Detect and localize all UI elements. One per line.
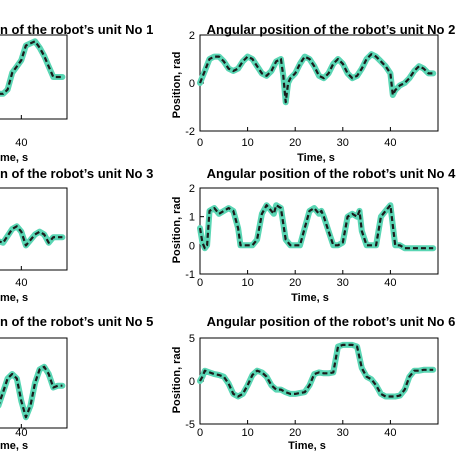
chart-title: Angular position of the robot’s unit No …	[207, 22, 456, 37]
x-tick-label: 0	[197, 277, 203, 289]
y-tick-label: -5	[185, 419, 195, 431]
plot-area	[0, 187, 68, 271]
x-tick-label: 10	[241, 427, 253, 439]
y-tick-label: 1	[189, 212, 195, 224]
x-tick-label: 40	[15, 427, 27, 439]
chart-panel-3: 3040n of the robot’s unit No 3me, s	[0, 166, 153, 304]
series-line-dash	[0, 225, 63, 247]
chart-title: Angular position of the robot’s unit No …	[207, 166, 456, 181]
x-tick-label: 20	[289, 277, 301, 289]
chart-panel-5: 3040n of the robot’s unit No 5me, s	[0, 314, 153, 452]
plot-area	[0, 337, 68, 429]
y-axis-label: Position, rad	[171, 52, 183, 119]
x-tick-label: 30	[337, 277, 349, 289]
y-tick-label: -2	[185, 126, 195, 138]
y-tick-label: -1	[185, 269, 195, 281]
plot-area	[199, 337, 439, 425]
y-axis-label: Position, rad	[171, 347, 183, 414]
series-line-fill	[197, 51, 437, 106]
x-tick-label: 30	[337, 427, 349, 439]
x-axis-label: me, s	[0, 152, 28, 164]
y-axis-label: Position, rad	[171, 197, 183, 264]
x-tick-label: 40	[384, 277, 396, 289]
x-axis-label: me, s	[0, 292, 28, 304]
chart-title: n of the robot’s unit No 5	[0, 314, 153, 329]
x-tick-label: 20	[289, 137, 301, 149]
x-tick-label: 10	[241, 137, 253, 149]
x-axis-label: Time, s	[288, 440, 326, 452]
series-line-fill	[0, 363, 66, 421]
x-tick-label: 0	[197, 137, 203, 149]
x-axis-label: Time, s	[297, 152, 335, 164]
series-line-fill	[197, 341, 437, 400]
plot-area	[0, 34, 68, 120]
chart-title: Angular position of the robot’s unit No …	[207, 314, 456, 329]
series-line-dash	[198, 53, 434, 104]
y-tick-label: 0	[189, 240, 195, 252]
series-line-dash	[199, 343, 434, 398]
x-axis-label: me, s	[0, 440, 28, 452]
x-tick-label: 20	[289, 427, 301, 439]
x-tick-label: 10	[241, 277, 253, 289]
x-tick-label: 40	[384, 137, 396, 149]
x-tick-label: 40	[384, 427, 396, 439]
y-tick-label: 0	[189, 376, 195, 388]
y-tick-label: 2	[189, 30, 195, 42]
series-line-dash	[198, 204, 434, 250]
y-tick-label: 2	[189, 183, 195, 195]
x-tick-label: 30	[337, 137, 349, 149]
y-tick-label: 0	[189, 78, 195, 90]
x-tick-label: 40	[15, 137, 27, 149]
chart-title: n of the robot’s unit No 1	[0, 22, 153, 37]
y-tick-label: 5	[189, 333, 195, 345]
x-axis-label: Time, s	[291, 292, 329, 304]
x-tick-label: 40	[15, 277, 27, 289]
chart-panel-1: 3040n of the robot’s unit No 1me, s	[0, 22, 153, 164]
chart-title: n of the robot’s unit No 3	[0, 166, 153, 181]
x-tick-label: 0	[197, 427, 203, 439]
series-line-dash	[0, 40, 63, 95]
